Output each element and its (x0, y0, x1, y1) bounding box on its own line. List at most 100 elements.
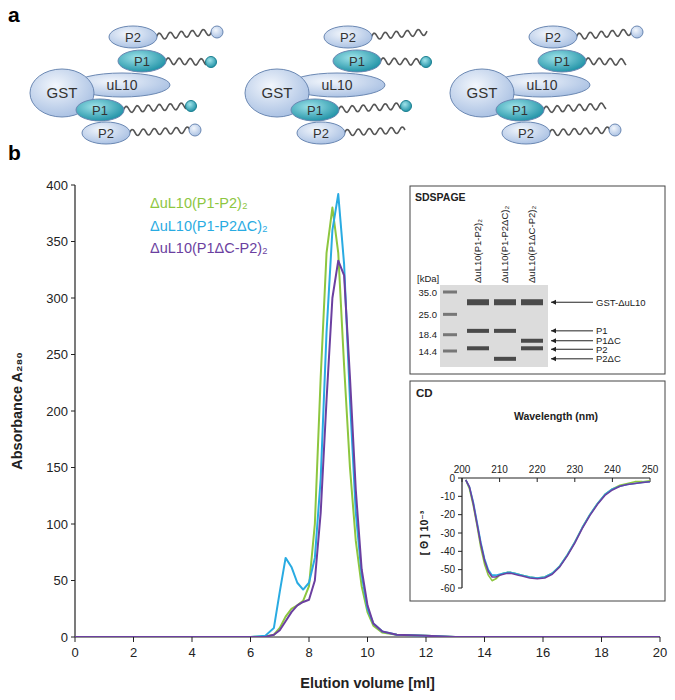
tip (631, 26, 643, 38)
legend-entry: ΔuL10(P1-P2ΔC)₂ (150, 218, 268, 234)
x-tick-label: 12 (419, 645, 433, 660)
marker-label: 35.0 (419, 287, 438, 298)
band-arrow (551, 349, 593, 350)
protein-label: uL10 (106, 77, 137, 93)
y-tick (71, 637, 75, 638)
y-tick (71, 580, 75, 581)
band-arrow (551, 330, 593, 331)
y-tick-label: -50 (441, 564, 456, 575)
figure: abuL10GSTP2P1P2P1uL10GSTP2P1P2P1uL10GSTP… (0, 0, 675, 700)
tail (544, 127, 610, 136)
y-tick-label: 350 (46, 234, 68, 249)
protein (496, 99, 544, 121)
y-tick (71, 411, 75, 412)
protein-label: P1 (349, 54, 365, 69)
protein (502, 122, 550, 144)
y-tick-label: 100 (46, 517, 68, 532)
protein-label: P1 (512, 103, 528, 118)
arrow-head (551, 356, 556, 361)
y-tick (458, 588, 462, 589)
tail (339, 127, 405, 136)
tip (189, 124, 201, 136)
tip (186, 101, 197, 112)
y-tick (71, 241, 75, 242)
protein-label: P2 (313, 126, 329, 141)
y-tick-label: 150 (46, 460, 68, 475)
arrow-head (551, 300, 556, 305)
y-tick (71, 467, 75, 468)
protein-label: P1 (134, 54, 150, 69)
marker-label: 25.0 (419, 309, 438, 320)
title: CD (416, 387, 433, 399)
y-tick-label: -30 (441, 528, 456, 539)
y-label: [ Θ ] 10⁻³ (418, 510, 430, 555)
band (494, 329, 516, 333)
y-tick (458, 478, 462, 479)
protein (333, 50, 381, 72)
protein (529, 26, 577, 48)
x-tick (75, 637, 76, 642)
lines (466, 480, 650, 581)
x-tick-label: 200 (454, 464, 471, 475)
y-tick-label: 400 (46, 178, 68, 193)
y-tick-label: 250 (46, 347, 68, 362)
y-tick-label: 0 (61, 630, 68, 645)
x-tick (462, 478, 463, 482)
protein (118, 50, 166, 72)
gel-unit: [kDa] (417, 273, 439, 284)
tail (118, 103, 186, 113)
x-tick (426, 637, 427, 642)
complex: uL10GSTP2P1P2P1 (30, 26, 223, 144)
tail (375, 58, 421, 65)
protein-label: GST (262, 84, 293, 101)
x-tick-label: 8 (305, 645, 312, 660)
panel-label: a (8, 3, 20, 26)
y-tick (458, 514, 462, 515)
x-tick-label: 14 (477, 645, 491, 660)
lane-label: ΔuL10(P1-P2ΔC)₂ (499, 206, 510, 283)
protein (109, 26, 157, 48)
x-tick (574, 478, 575, 482)
protein (297, 122, 345, 144)
tail (580, 58, 626, 65)
y-tick-label: 300 (46, 291, 68, 306)
y-tick (458, 533, 462, 534)
band-label: GST-ΔuL10 (596, 297, 646, 308)
series-line (466, 480, 650, 578)
band-arrow (551, 358, 593, 359)
x-tick (601, 637, 602, 642)
tail (151, 30, 212, 40)
legend-entry: ΔuL10(P1-P2)₂ (150, 195, 248, 211)
y-tick (71, 354, 75, 355)
y-tick (71, 185, 75, 186)
protein-label: P2 (125, 30, 141, 45)
marker-band (443, 333, 457, 336)
tail (538, 103, 606, 113)
y-tick (458, 569, 462, 570)
protein (76, 99, 124, 121)
x-tick-label: 0 (71, 645, 78, 660)
y-label: Absorbance A₂₈₀ (9, 352, 25, 470)
protein (82, 122, 130, 144)
protein-label: P1 (92, 103, 108, 118)
y-tick-label: 200 (46, 404, 68, 419)
tip (401, 101, 412, 112)
panel-label: b (8, 141, 21, 164)
y-tick-label: -20 (441, 509, 456, 520)
x-tick (133, 637, 134, 642)
x-tick (367, 637, 368, 642)
chart: 2002102202302402500-10-20-30-40-50-60CDW… (416, 387, 659, 594)
lane-label: ΔuL10(P1-P2)₂ (472, 219, 483, 283)
arrow-head (551, 347, 556, 352)
y-tick-label: 0 (449, 473, 455, 484)
x-tick (660, 637, 661, 642)
x-tick-label: 18 (594, 645, 608, 660)
marker-band (443, 291, 457, 294)
protein-label: GST (47, 84, 78, 101)
legend-entry: ΔuL10(P1ΔC-P2)₂ (150, 240, 268, 256)
x-tick-label: 4 (188, 645, 195, 660)
band (467, 299, 489, 305)
x-tick-label: 20 (653, 645, 667, 660)
x-tick (192, 637, 193, 642)
arrow-head (551, 338, 556, 343)
